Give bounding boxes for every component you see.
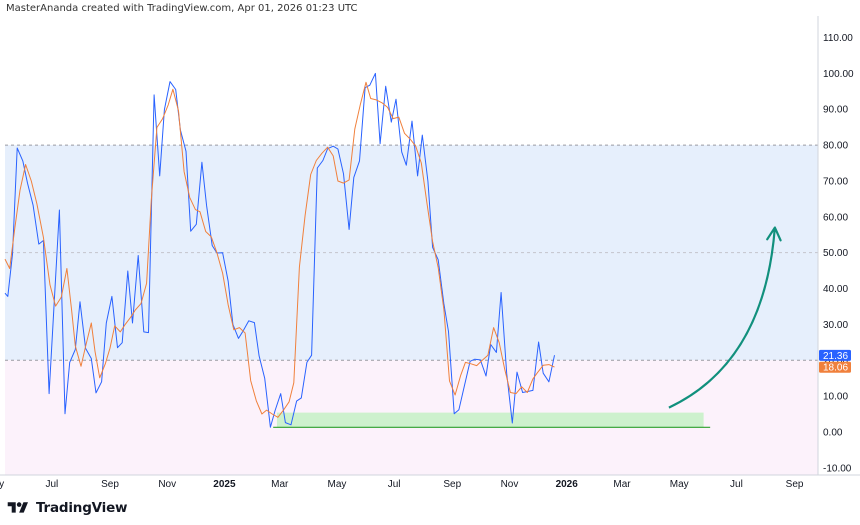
y-tick-label: 60.00 <box>823 212 848 223</box>
x-tick-label: Mar <box>271 479 289 490</box>
tradingview-brand[interactable]: TradingView <box>6 497 128 519</box>
chart-area[interactable]: 110.00 100.00 90.00 80.00 70.00 60.00 50.00 40.… <box>0 16 860 491</box>
y-tick-label: 110.00 <box>823 33 853 44</box>
last-value-label-0: 21.36 <box>823 351 848 362</box>
x-tick-label: Jul <box>45 479 58 490</box>
trend-arrowhead <box>766 226 782 242</box>
y-tick-label: 20.00 <box>823 356 848 367</box>
series-line-1 <box>4 81 555 418</box>
x-tick-label: May <box>327 479 346 490</box>
y-tick-label: 100.00 <box>823 69 854 80</box>
x-tick-label: Jul <box>388 479 401 490</box>
tradingview-logo <box>7 502 28 513</box>
x-tick-label: 2026 <box>556 479 579 490</box>
y-tick-label: 70.00 <box>823 176 848 187</box>
last-value-label-1: 18.06 <box>823 363 848 374</box>
background-band-0 <box>5 145 818 361</box>
y-tick-label: 0.00 <box>823 427 843 438</box>
x-tick-label: Sep <box>786 479 804 490</box>
x-tick-label: Nov <box>501 479 519 490</box>
y-tick-label: 30.00 <box>823 320 848 331</box>
x-tick-label: May <box>670 479 689 490</box>
x-tick-label: Sep <box>443 479 461 490</box>
x-tick-label: Mar <box>613 479 631 490</box>
support-zone <box>276 412 704 428</box>
x-tick-label: Jul <box>730 479 743 490</box>
x-tick-label: Nov <box>158 479 176 490</box>
y-tick-label: 80.00 <box>823 141 848 152</box>
y-tick-label: 50.00 <box>823 248 848 259</box>
chart-attribution: MasterAnanda created with TradingView.co… <box>6 3 358 14</box>
brand-name: TradingView <box>36 500 128 516</box>
trend-arrow <box>668 227 776 409</box>
chart-svg[interactable]: 110.00 100.00 90.00 80.00 70.00 60.00 50.00 40.… <box>0 16 860 491</box>
y-tick-label: 40.00 <box>823 284 848 295</box>
x-tick-label: 2025 <box>213 479 236 490</box>
last-value-badge-0 <box>819 349 851 361</box>
series-line-0 <box>4 72 555 428</box>
y-tick-label: -10.00 <box>823 463 852 474</box>
y-tick-label: 90.00 <box>823 105 848 116</box>
x-tick-label: May <box>0 479 4 490</box>
y-tick-label: 10.00 <box>823 392 848 403</box>
last-value-badge-1 <box>819 361 851 373</box>
x-tick-label: Sep <box>101 479 119 490</box>
